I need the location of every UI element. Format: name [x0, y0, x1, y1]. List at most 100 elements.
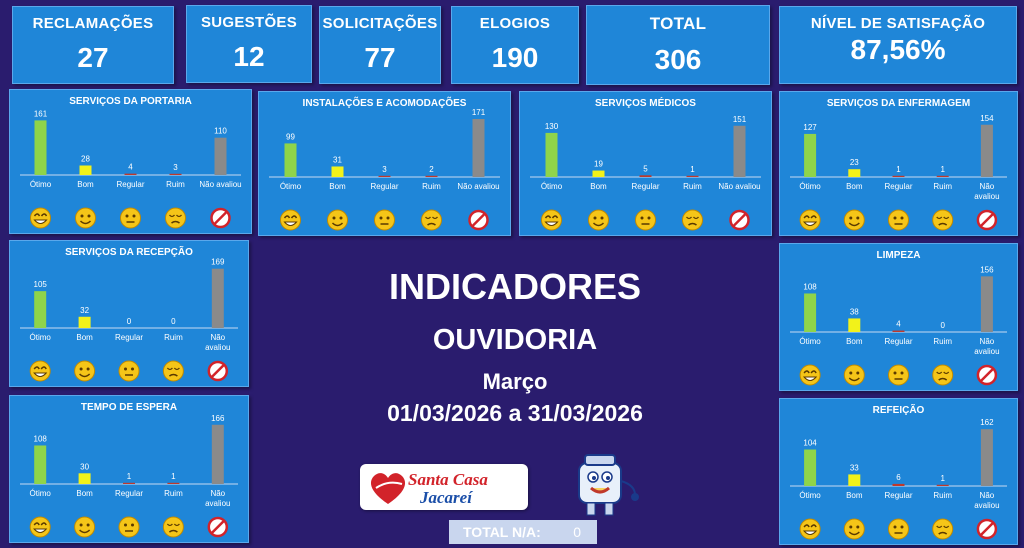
neutral-face-icon: [635, 209, 656, 231]
bar: [78, 473, 91, 484]
prohibited-icon: [729, 209, 750, 231]
category-label: Ruim: [933, 182, 952, 191]
kpi-elogios: ELOGIOS 190: [451, 6, 579, 84]
bar: [733, 125, 746, 177]
data-label: 3: [382, 165, 387, 174]
category-label: Não: [980, 491, 995, 500]
bar: [123, 482, 135, 484]
chart-svg: 130 Ótimo 19 Bom 5 Regular 1 Ruim 151 Não avaliou: [530, 115, 761, 231]
prohibited-icon: [976, 209, 998, 231]
chart-servicos-enfermagem: SERVIÇOS DA ENFERMAGEM 127 Ótimo 23 Bom 1 Reg…: [779, 91, 1018, 236]
kpi-total: TOTAL 306: [586, 5, 770, 85]
center-period: 01/03/2026 a 31/03/2026: [387, 400, 643, 426]
category-label: Não avaliou: [457, 182, 499, 191]
pensive-face-icon: [162, 516, 184, 538]
category-label: Regular: [115, 489, 143, 498]
neutral-face-icon: [888, 209, 909, 231]
category-label: Ótimo: [280, 182, 302, 191]
smiling-face-icon: [843, 364, 865, 386]
bar: [214, 137, 227, 175]
bar: [79, 165, 92, 175]
category-label: Ruim: [164, 333, 183, 342]
bar: [639, 175, 652, 177]
kpi-value: 27: [77, 42, 109, 73]
category-label: Bom: [846, 491, 863, 500]
kpi-label: NÍVEL DE SATISFAÇÃO: [810, 15, 986, 32]
bar: [892, 175, 905, 177]
data-label: 104: [803, 439, 817, 448]
data-label: 127: [803, 123, 817, 132]
chart-title: LIMPEZA: [876, 250, 921, 261]
smiling-face-icon: [74, 516, 96, 538]
category-label: Não avaliou: [718, 182, 760, 191]
total-na-value: 0: [573, 524, 581, 540]
kpi-label: TOTAL: [649, 14, 707, 33]
category-label: Ruim: [933, 337, 952, 346]
chart-title: SERVIÇOS DA RECEPÇÃO: [65, 247, 193, 258]
category-label: Ótimo: [541, 182, 563, 191]
bar: [78, 316, 91, 328]
kpi-value: 12: [233, 41, 265, 72]
smiling-face-icon: [843, 209, 865, 231]
category-label: avaliou: [205, 499, 230, 508]
grinning-face-icon: [799, 518, 821, 540]
bar: [34, 291, 47, 328]
neutral-face-icon: [888, 518, 909, 540]
neutral-face-icon: [118, 360, 140, 382]
pensive-face-icon: [932, 364, 954, 386]
data-label: 6: [896, 473, 901, 482]
category-label: Não: [980, 337, 995, 346]
bar: [34, 445, 47, 484]
bar: [980, 276, 993, 332]
data-label: 3: [173, 163, 178, 172]
chart-servicos-recepcao: SERVIÇOS DA RECEPÇÃO 105 Ótimo 32 Bom 0 Regul…: [9, 240, 249, 387]
smiling-face-icon: [75, 207, 96, 229]
santa-casa-logo: Santa Casa Jacareí: [360, 464, 528, 510]
data-label: 105: [34, 280, 48, 289]
data-label: 4: [896, 320, 901, 329]
data-label: 38: [850, 307, 859, 316]
category-label: Regular: [116, 180, 144, 189]
smiling-face-icon: [843, 518, 865, 540]
category-label: Ruim: [166, 180, 185, 189]
bar: [167, 482, 180, 484]
bar: [848, 318, 861, 332]
data-label: 2: [429, 165, 434, 174]
chart-title: REFEIÇÃO: [872, 405, 925, 416]
data-label: 130: [545, 122, 559, 131]
heart-icon: [370, 473, 406, 504]
bar: [804, 449, 817, 486]
kpi-label: RECLAMAÇÕES: [32, 15, 154, 32]
category-label: Bom: [76, 489, 93, 498]
category-label: avaliou: [974, 501, 999, 510]
center-month: Março: [482, 369, 548, 394]
mascot-icon: [578, 454, 639, 516]
kpi-value: 77: [364, 42, 396, 73]
category-label: Ruim: [683, 182, 702, 191]
pensive-face-icon: [932, 209, 954, 231]
bar: [425, 175, 438, 177]
bar: [980, 429, 993, 486]
kpi-reclamacoes: RECLAMAÇÕES 27: [12, 6, 174, 84]
category-label: Bom: [846, 337, 863, 346]
category-label: Não: [210, 333, 225, 342]
data-label: 108: [34, 434, 48, 443]
data-label: 151: [733, 115, 747, 124]
prohibited-icon: [207, 360, 229, 382]
grinning-face-icon: [541, 209, 562, 231]
pensive-face-icon: [682, 209, 703, 231]
data-label: 5: [643, 164, 648, 173]
data-label: 162: [980, 418, 994, 427]
neutral-face-icon: [888, 364, 909, 386]
kpi-value: 306: [654, 44, 702, 75]
smiling-face-icon: [74, 360, 96, 382]
bar: [284, 143, 297, 177]
data-label: 1: [690, 165, 695, 174]
category-label: Bom: [76, 333, 93, 342]
category-label: Não: [210, 489, 225, 498]
data-label: 33: [850, 463, 859, 472]
data-label: 1: [171, 472, 176, 481]
